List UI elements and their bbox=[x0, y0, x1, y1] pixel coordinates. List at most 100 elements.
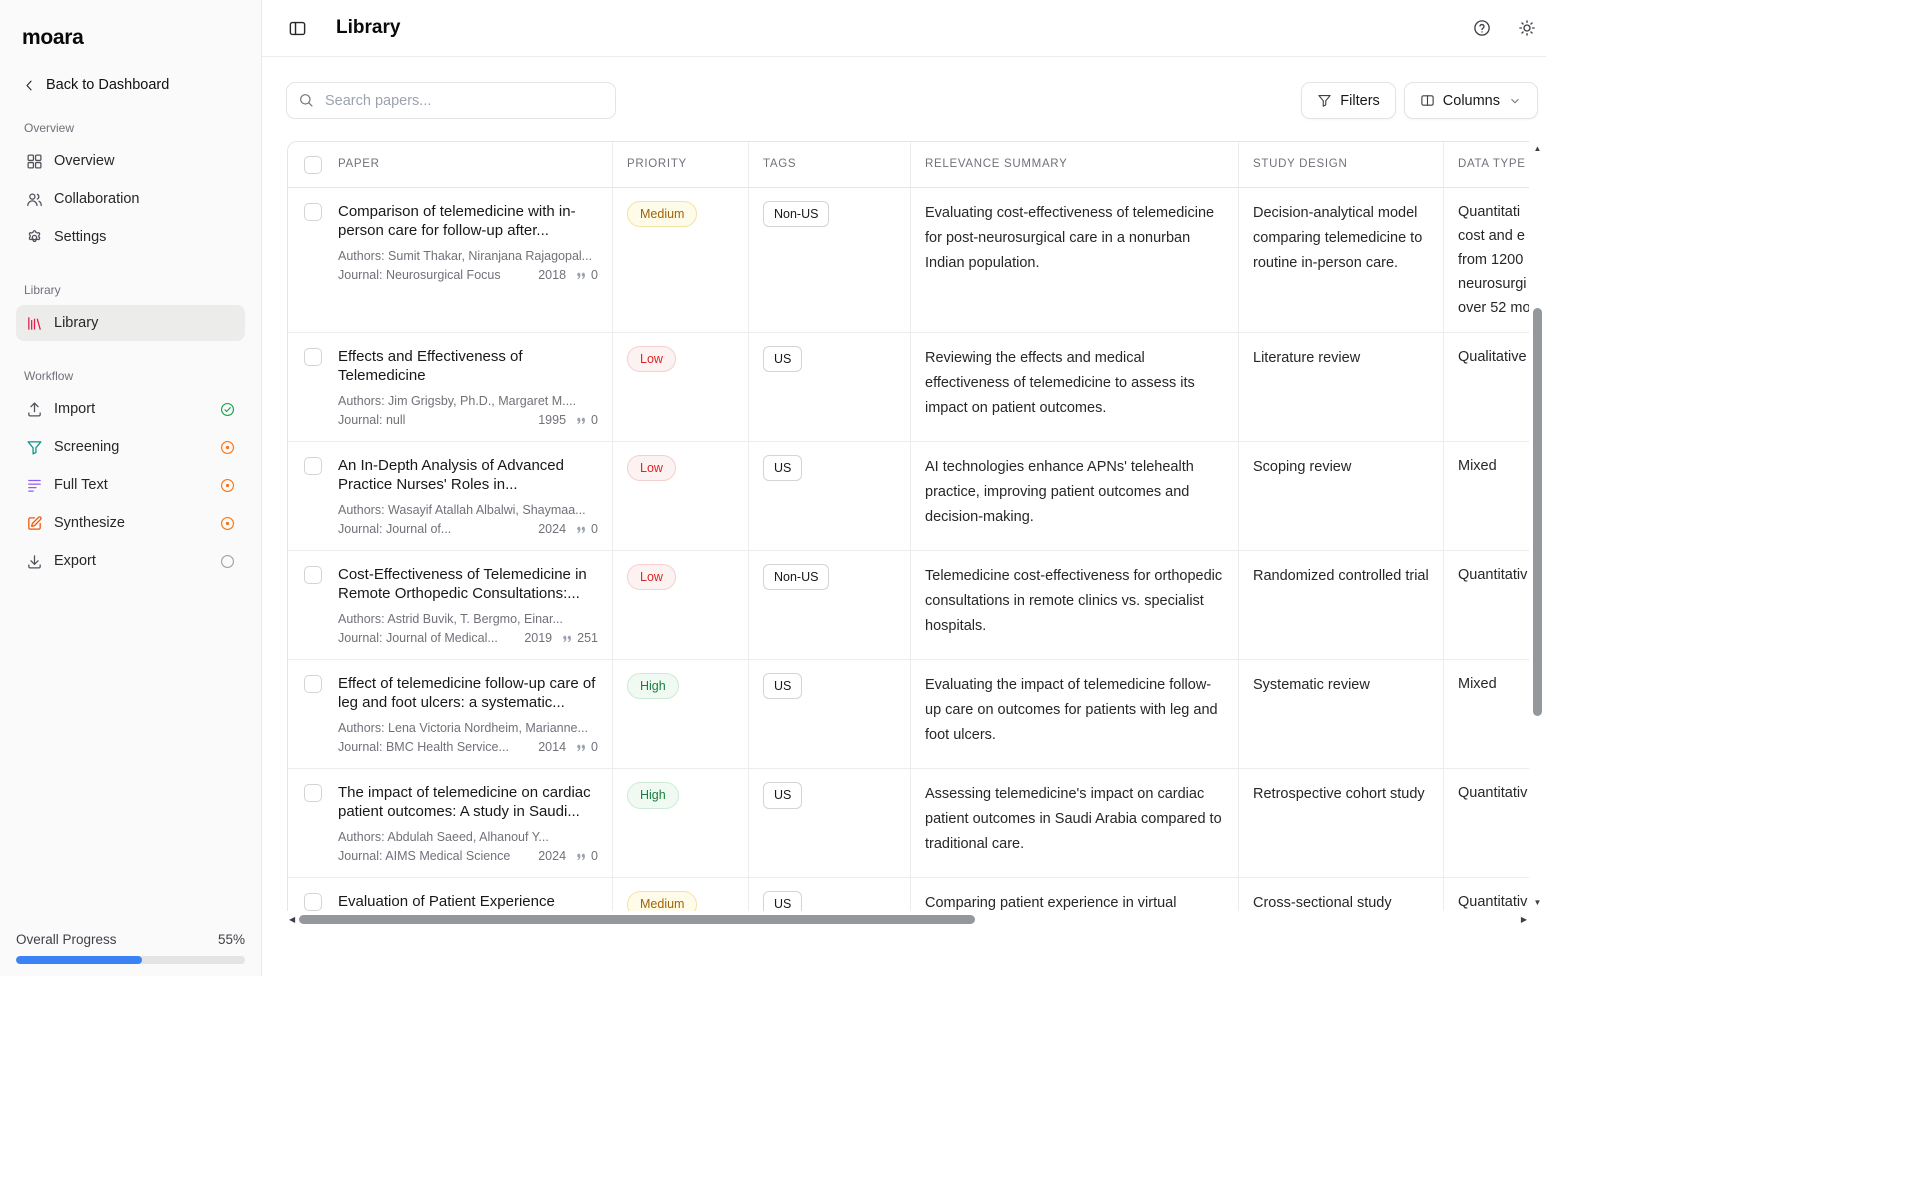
paper-year: 2014 bbox=[538, 740, 567, 755]
main-content: Library Filters Columns bbox=[262, 0, 1546, 976]
progress-label: Overall Progress bbox=[16, 932, 117, 947]
sidebar-section: Library Library bbox=[16, 283, 245, 341]
sidebar-item-export[interactable]: Export bbox=[16, 543, 245, 579]
study-design: Scoping review bbox=[1239, 442, 1444, 551]
study-design: Randomized controlled trial bbox=[1239, 551, 1444, 660]
table-row[interactable]: The impact of telemedicine on cardiac pa… bbox=[288, 769, 1529, 879]
priority-badge: Medium bbox=[627, 201, 698, 228]
paper-title[interactable]: Effect of telemedicine follow-up care of… bbox=[338, 675, 596, 712]
chevron-down-icon bbox=[1508, 94, 1522, 108]
paper-authors: Authors: Jim Grigsby, Ph.D., Margaret M.… bbox=[338, 394, 577, 409]
scroll-left-arrow[interactable]: ◀ bbox=[289, 915, 296, 924]
relevance-summary: Assessing telemedicine's impact on cardi… bbox=[911, 769, 1239, 878]
paper-journal: Journal: Neurosurgical Focus bbox=[338, 268, 501, 283]
row-checkbox[interactable] bbox=[304, 203, 322, 221]
column-header-study-design: STUDY DESIGN bbox=[1253, 157, 1348, 170]
study-design: Systematic review bbox=[1239, 660, 1444, 769]
page-title: Library bbox=[336, 17, 401, 38]
sidebar-item-overview[interactable]: Overview bbox=[16, 143, 245, 179]
paper-citations: 0 bbox=[576, 268, 598, 282]
scroll-up-arrow[interactable]: ▲ bbox=[1533, 144, 1542, 153]
help-icon[interactable] bbox=[1473, 19, 1491, 37]
table-header: PAPER PRIORITY TAGS RELEVANCE SUMMARY ST… bbox=[288, 142, 1529, 188]
table-row[interactable]: Effects and Effectiveness of Telemedicin… bbox=[288, 333, 1529, 443]
paper-title[interactable]: An In-Depth Analysis of Advanced Practic… bbox=[338, 457, 564, 494]
columns-button[interactable]: Columns bbox=[1403, 82, 1538, 119]
priority-badge: Low bbox=[627, 455, 676, 482]
table-row[interactable]: An In-Depth Analysis of Advanced Practic… bbox=[288, 442, 1529, 552]
paper-title[interactable]: Evaluation of Patient Experience During … bbox=[338, 893, 555, 911]
sidebar-item-full-text[interactable]: Full Text bbox=[16, 467, 245, 503]
paper-authors: Authors: Astrid Buvik, T. Bergmo, Einar.… bbox=[338, 612, 563, 627]
paper-title[interactable]: Comparison of telemedicine with in-perso… bbox=[338, 203, 576, 240]
column-header-priority: PRIORITY bbox=[627, 157, 687, 170]
search-input[interactable] bbox=[286, 82, 616, 119]
tag-badge: US bbox=[763, 455, 803, 482]
paper-journal: Journal: Journal of... bbox=[338, 522, 452, 537]
column-header-tags: TAGS bbox=[763, 157, 797, 170]
column-header-data-type: DATA TYPE bbox=[1458, 157, 1526, 170]
pending-status-icon bbox=[220, 554, 235, 569]
progress-value: 55% bbox=[217, 932, 245, 947]
back-to-dashboard-link[interactable]: Back to Dashboard bbox=[16, 77, 245, 93]
done-status-icon bbox=[220, 402, 235, 417]
horizontal-scrollbar-thumb[interactable] bbox=[299, 915, 975, 924]
sidebar-section: Overview Overview Collaboration Settings bbox=[16, 121, 245, 255]
grid-icon bbox=[26, 153, 43, 170]
paper-journal: Journal: null bbox=[338, 413, 406, 428]
study-design: Cross-sectional study bbox=[1239, 878, 1444, 911]
paper-year: 2019 bbox=[524, 631, 553, 646]
vertical-scrollbar[interactable]: ▲ ▼ bbox=[1531, 144, 1544, 908]
row-checkbox[interactable] bbox=[304, 893, 322, 911]
filters-button[interactable]: Filters bbox=[1301, 82, 1396, 119]
citations-icon bbox=[576, 270, 587, 281]
paper-year: 2018 bbox=[538, 268, 567, 283]
row-checkbox[interactable] bbox=[304, 784, 322, 803]
citations-icon bbox=[576, 415, 587, 426]
sidebar-item-collaboration[interactable]: Collaboration bbox=[16, 181, 245, 217]
funnel-icon bbox=[26, 439, 43, 456]
upload-icon bbox=[26, 401, 43, 418]
vertical-scrollbar-thumb[interactable] bbox=[1533, 308, 1542, 716]
study-design: Literature review bbox=[1239, 333, 1444, 442]
column-header-paper: PAPER bbox=[338, 157, 380, 170]
paper-year: 2024 bbox=[538, 849, 567, 864]
table-row[interactable]: Effect of telemedicine follow-up care of… bbox=[288, 660, 1529, 770]
paper-citations: 0 bbox=[576, 849, 598, 863]
table-row[interactable]: Evaluation of Patient Experience During … bbox=[288, 878, 1529, 911]
search-box bbox=[286, 82, 616, 119]
sidebar-item-synthesize[interactable]: Synthesize bbox=[16, 505, 245, 541]
sidebar-toggle-icon[interactable] bbox=[288, 19, 307, 38]
row-checkbox[interactable] bbox=[304, 457, 322, 476]
paper-year: 1995 bbox=[538, 413, 567, 428]
library-icon bbox=[26, 315, 43, 332]
sidebar-item-import[interactable]: Import bbox=[16, 391, 245, 427]
sidebar-item-library[interactable]: Library bbox=[16, 305, 245, 341]
horizontal-scrollbar[interactable]: ◀ ▶ bbox=[287, 913, 1529, 926]
paper-title[interactable]: Cost-Effectiveness of Telemedicine in Re… bbox=[338, 566, 587, 603]
sidebar-item-screening[interactable]: Screening bbox=[16, 429, 245, 465]
data-type: Mixed bbox=[1444, 660, 1529, 768]
paper-title[interactable]: The impact of telemedicine on cardiac pa… bbox=[338, 784, 591, 821]
paper-authors: Authors: Sumit Thakar, Niranjana Rajagop… bbox=[338, 249, 593, 264]
sidebar-nav: Overview Overview Collaboration Settings… bbox=[16, 121, 245, 579]
row-checkbox[interactable] bbox=[304, 675, 322, 694]
sidebar-item-settings[interactable]: Settings bbox=[16, 219, 245, 255]
scroll-down-arrow[interactable]: ▼ bbox=[1533, 898, 1542, 907]
progress-bar bbox=[16, 956, 245, 964]
paper-journal: Journal: AIMS Medical Science bbox=[338, 849, 511, 864]
row-checkbox[interactable] bbox=[304, 348, 322, 366]
table-row[interactable]: Comparison of telemedicine with in-perso… bbox=[288, 188, 1529, 333]
scroll-right-arrow[interactable]: ▶ bbox=[1520, 915, 1527, 924]
table-body: Comparison of telemedicine with in-perso… bbox=[288, 188, 1529, 911]
theme-toggle-icon[interactable] bbox=[1518, 19, 1536, 37]
paper-citations: 251 bbox=[562, 631, 598, 645]
tag-badge: US bbox=[763, 346, 803, 373]
citations-icon bbox=[576, 742, 587, 753]
paper-journal: Journal: BMC Health Service... bbox=[338, 740, 509, 755]
table-row[interactable]: Cost-Effectiveness of Telemedicine in Re… bbox=[288, 551, 1529, 661]
row-checkbox[interactable] bbox=[304, 566, 322, 585]
paper-title[interactable]: Effects and Effectiveness of Telemedicin… bbox=[338, 348, 523, 385]
select-all-checkbox[interactable] bbox=[304, 155, 322, 174]
text-lines-icon bbox=[26, 477, 43, 494]
